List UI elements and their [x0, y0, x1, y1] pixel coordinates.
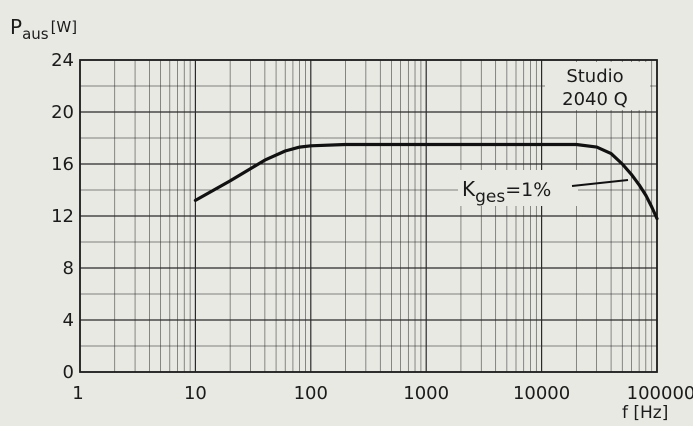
annotation-rest: =1% — [505, 179, 551, 201]
y-axis-label-sub: aus — [22, 25, 49, 43]
x-tick-label: 1000 — [403, 383, 449, 404]
y-tick-label: 8 — [63, 258, 74, 279]
y-tick-label: 24 — [51, 50, 74, 71]
y-tick-label: 12 — [51, 206, 74, 227]
chart-title: Studio — [566, 66, 623, 87]
annotation-main: K — [462, 177, 476, 201]
x-tick-label: 10 — [184, 383, 207, 404]
x-tick-label: 10000 — [513, 383, 570, 404]
x-tick-label: 100000 — [627, 383, 693, 404]
x-tick-label: 1 — [72, 383, 83, 404]
y-axis-label-unit: [W] — [51, 18, 78, 36]
y-axis-label-main: P — [10, 15, 22, 39]
y-tick-label: 20 — [51, 102, 74, 123]
chart-subtitle: 2040 Q — [562, 89, 628, 110]
annotation-sub: ges — [475, 187, 505, 207]
x-tick-label: 100 — [294, 383, 328, 404]
x-axis-label: f [Hz] — [622, 403, 668, 423]
y-tick-label: 4 — [63, 310, 74, 331]
y-tick-label: 0 — [63, 362, 74, 383]
y-tick-label: 16 — [51, 154, 74, 175]
